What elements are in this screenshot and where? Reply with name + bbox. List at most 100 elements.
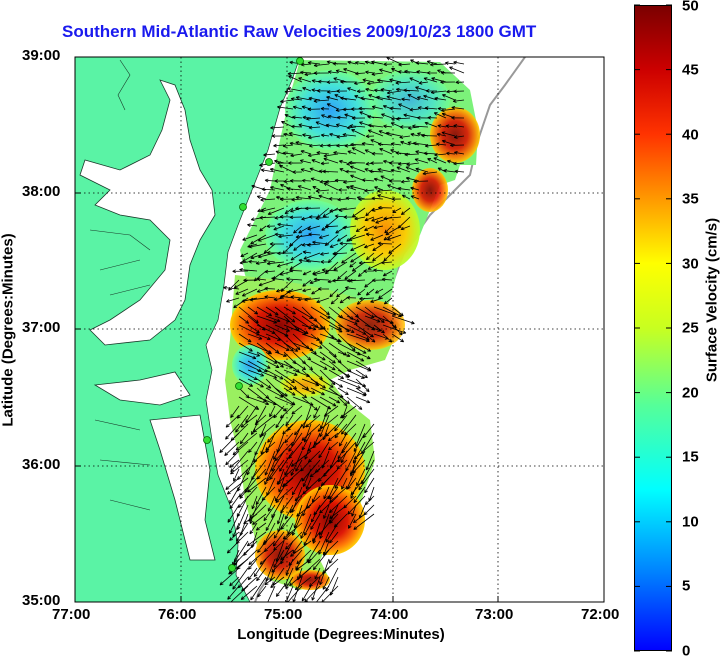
- velocity-arrow: [266, 261, 285, 266]
- velocity-arrow: [430, 90, 447, 95]
- velocity-arrow: [410, 195, 420, 200]
- velocity-arrow: [364, 495, 375, 506]
- velocity-arrow: [310, 324, 324, 330]
- velocity-arrow: [319, 143, 330, 148]
- velocity-arrow: [365, 232, 375, 237]
- velocity-arrow: [382, 270, 393, 277]
- velocity-arrow: [292, 115, 303, 120]
- velocity-arrow: [346, 125, 357, 130]
- velocity-arrow: [340, 405, 357, 419]
- colorbar-frame: [634, 5, 672, 651]
- velocity-arrow: [281, 121, 294, 128]
- velocity-arrow: [355, 396, 371, 404]
- velocity-arrow: [385, 131, 402, 137]
- velocity-arrow: [364, 243, 375, 249]
- velocity-arrow: [324, 224, 339, 229]
- velocity-arrow: [378, 205, 393, 210]
- velocity-arrow: [379, 68, 393, 74]
- velocity-arrow: [280, 294, 294, 299]
- velocity-arrow: [283, 132, 294, 137]
- velocity-arrow: [335, 225, 348, 234]
- velocity-arrow: [371, 216, 384, 222]
- velocity-arrow: [418, 81, 429, 85]
- velocity-arrow: [257, 540, 267, 553]
- velocity-arrow: [364, 333, 376, 343]
- x-axis-label: Longitude (Degrees:Minutes): [237, 626, 445, 643]
- velocity-arrow: [437, 124, 447, 128]
- velocity-arrow: [323, 153, 339, 158]
- velocity-arrow: [371, 196, 384, 201]
- velocity-arrow: [409, 107, 420, 112]
- velocity-arrow: [355, 61, 366, 65]
- velocity-arrow: [444, 61, 456, 66]
- velocity-arrow: [355, 333, 370, 341]
- velocity-arrow: [226, 297, 240, 303]
- velocity-arrow: [355, 225, 366, 232]
- velocity-arrow: [351, 147, 366, 155]
- velocity-arrow: [356, 297, 366, 305]
- velocity-arrow: [364, 60, 375, 65]
- velocity-arrow: [337, 315, 358, 325]
- velocity-arrow: [358, 106, 375, 111]
- velocity-arrow: [356, 468, 366, 487]
- velocity-arrow: [310, 360, 328, 370]
- velocity-arrow: [364, 315, 381, 323]
- velocity-arrow: [352, 513, 366, 524]
- velocity-arrow: [340, 80, 357, 84]
- velocity-arrow: [284, 207, 294, 215]
- velocity-arrow: [265, 333, 281, 341]
- velocity-arrow: [376, 95, 393, 101]
- velocity-arrow: [311, 288, 321, 295]
- velocity-arrow: [327, 70, 339, 74]
- velocity-arrow: [240, 252, 249, 258]
- velocity-arrow: [391, 306, 404, 317]
- velocity-arrow: [364, 477, 375, 494]
- velocity-arrow: [343, 68, 357, 74]
- velocity-arrow: [341, 252, 357, 264]
- velocity-arrow: [336, 288, 348, 298]
- velocity-arrow: [247, 306, 259, 315]
- velocity-arrow: [357, 270, 366, 277]
- velocity-arrow: [314, 585, 330, 602]
- velocity-arrow: [350, 107, 366, 111]
- velocity-arrow: [336, 89, 348, 93]
- velocity-arrow: [343, 180, 357, 184]
- velocity-arrow: [377, 189, 393, 193]
- velocity-arrow: [248, 441, 258, 453]
- velocity-arrow: [372, 252, 384, 262]
- velocity-arrow: [349, 261, 357, 268]
- velocity-arrow: [397, 162, 411, 166]
- velocity-arrow: [270, 185, 285, 191]
- velocity-arrow: [358, 197, 375, 202]
- velocity-arrow: [340, 450, 348, 464]
- velocity-arrow: [355, 306, 375, 318]
- velocity-arrow: [378, 130, 393, 137]
- velocity-arrow: [383, 62, 393, 67]
- velocity-arrow: [407, 94, 420, 101]
- velocity-arrow: [247, 223, 258, 227]
- velocity-arrow: [229, 486, 240, 504]
- velocity-arrow: [354, 216, 366, 221]
- velocity-arrow: [403, 113, 420, 119]
- velocity-arrow: [413, 179, 429, 184]
- x-tick-label: 72:00: [581, 606, 620, 623]
- colorbar-tick-label: 35: [682, 190, 699, 208]
- velocity-arrow: [240, 414, 258, 428]
- velocity-arrow: [397, 186, 411, 191]
- velocity-arrow: [255, 486, 267, 506]
- velocity-arrow: [311, 531, 321, 542]
- velocity-arrow: [329, 288, 339, 298]
- velocity-arrow: [295, 140, 312, 146]
- velocity-arrow: [425, 89, 438, 93]
- velocity-arrow: [382, 324, 407, 334]
- velocity-arrow: [388, 179, 402, 183]
- velocity-arrow: [424, 143, 438, 148]
- velocity-arrow: [434, 153, 447, 157]
- velocity-arrow: [256, 288, 267, 293]
- velocity-arrow: [343, 215, 357, 219]
- velocity-arrow: [274, 351, 287, 357]
- velocity-arrow: [313, 63, 330, 68]
- velocity-arrow: [364, 306, 385, 324]
- velocity-arrow: [382, 333, 393, 343]
- velocity-arrow: [225, 423, 240, 440]
